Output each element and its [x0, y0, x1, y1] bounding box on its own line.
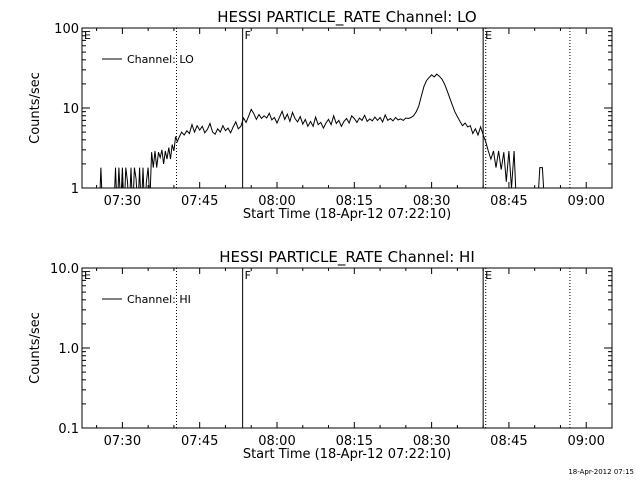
x-tick-label: 08:15: [336, 434, 373, 449]
footer-timestamp: 18-Apr-2012 07:15: [568, 468, 634, 476]
marker-label: F: [245, 269, 251, 282]
chart-title: HESSI PARTICLE_RATE Channel: HI: [219, 248, 475, 267]
plot-frame: [81, 27, 613, 189]
y-tick-label: 0.1: [58, 422, 79, 437]
x-tick-label: 07:45: [181, 194, 218, 209]
y-axis-label: Counts/sec: [28, 312, 43, 384]
x-tick-label: 07:30: [104, 434, 141, 449]
y-tick-label: 1.0: [58, 342, 79, 357]
marker-label: E: [485, 269, 492, 282]
plot-frame: [81, 267, 613, 429]
x-tick-label: 09:00: [567, 194, 604, 209]
x-tick-label: 08:30: [413, 434, 450, 449]
chart-title: HESSI PARTICLE_RATE Channel: LO: [217, 8, 476, 27]
x-tick-label: 08:45: [490, 434, 527, 449]
x-tick-label: 08:00: [258, 194, 295, 209]
x-tick-label: 09:00: [567, 434, 604, 449]
y-axis-label: Counts/sec: [28, 72, 43, 144]
marker-label: F: [245, 29, 251, 42]
x-tick-label: 07:45: [181, 434, 218, 449]
x-axis-label: Start Time (18-Apr-12 07:22:10): [243, 447, 451, 462]
x-tick-label: 08:30: [413, 194, 450, 209]
corner-label: E: [84, 269, 91, 282]
x-tick-label: 07:30: [104, 194, 141, 209]
y-tick-label: 100: [54, 22, 79, 37]
y-tick-label: 10: [62, 102, 79, 117]
y-tick-label: 1: [71, 182, 79, 197]
y-tick-label: 10.0: [50, 262, 79, 277]
legend-label: Channel: LO: [127, 53, 194, 66]
marker-label: E: [485, 29, 492, 42]
x-tick-label: 08:00: [258, 434, 295, 449]
x-tick-label: 08:15: [336, 194, 373, 209]
x-tick-label: 08:45: [490, 194, 527, 209]
series-line: [99, 73, 545, 188]
x-axis-label: Start Time (18-Apr-12 07:22:10): [243, 207, 451, 222]
corner-label: E: [84, 29, 91, 42]
legend-label: Channel: HI: [127, 293, 191, 306]
